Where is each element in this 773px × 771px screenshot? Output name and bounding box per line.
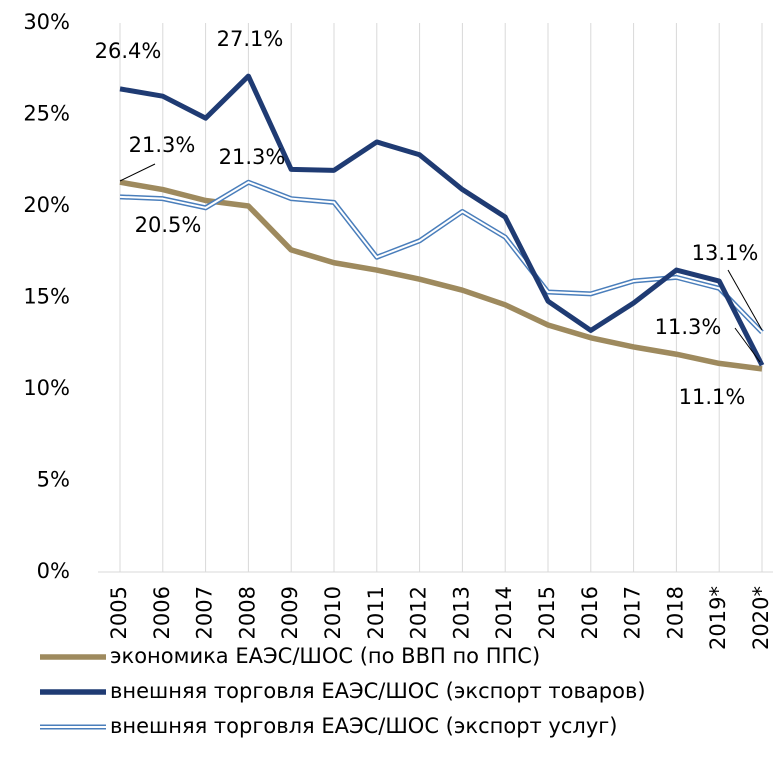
x-tick-label: 2019* bbox=[706, 586, 730, 650]
x-tick-label: 2018 bbox=[663, 586, 687, 639]
data-label: 21.3% bbox=[219, 145, 286, 169]
x-tick-label: 2014 bbox=[492, 586, 516, 639]
series-line bbox=[119, 179, 763, 372]
y-tick-label: 10% bbox=[23, 376, 70, 400]
x-tick-label: 2015 bbox=[535, 586, 559, 639]
leader-line bbox=[119, 163, 156, 182]
data-label: 13.1% bbox=[692, 241, 759, 265]
x-tick-label: 2017 bbox=[621, 586, 645, 639]
data-label: 21.3% bbox=[129, 133, 196, 157]
series-line bbox=[119, 73, 765, 367]
x-tick-label: 2005 bbox=[107, 586, 131, 639]
legend-label: внешняя торговля ЕАЭС/ШОС (экспорт товар… bbox=[110, 679, 646, 703]
series-line-inner bbox=[119, 181, 763, 333]
x-tick-label: 2016 bbox=[578, 586, 602, 639]
x-tick-label: 2010 bbox=[321, 586, 345, 639]
series-line bbox=[119, 179, 764, 335]
data-label: 11.3% bbox=[655, 315, 722, 339]
legend-label: внешняя торговля ЕАЭС/ШОС (экспорт услуг… bbox=[110, 714, 618, 738]
y-tick-label: 20% bbox=[23, 193, 70, 217]
y-tick-label: 5% bbox=[37, 468, 70, 492]
x-tick-label: 2009 bbox=[278, 586, 302, 639]
x-tick-label: 2006 bbox=[150, 586, 174, 639]
x-tick-label: 2007 bbox=[193, 586, 217, 639]
data-label: 26.4% bbox=[95, 39, 162, 63]
legend-label: экономика ЕАЭС/ШОС (по ВВП по ППС) bbox=[110, 644, 540, 668]
y-tick-label: 30% bbox=[23, 10, 70, 34]
x-tick-label: 2008 bbox=[235, 586, 259, 639]
data-label: 20.5% bbox=[135, 213, 202, 237]
leader-line bbox=[727, 269, 763, 331]
leader-line bbox=[734, 327, 761, 363]
data-label: 11.1% bbox=[679, 385, 746, 409]
y-tick-label: 0% bbox=[37, 559, 70, 583]
y-tick-label: 15% bbox=[23, 285, 70, 309]
x-tick-label: 2012 bbox=[407, 586, 431, 639]
x-tick-label: 2011 bbox=[364, 586, 388, 639]
x-tick-label: 2013 bbox=[449, 586, 473, 639]
data-label: 27.1% bbox=[217, 27, 284, 51]
y-tick-label: 25% bbox=[23, 102, 70, 126]
x-tick-label: 2020* bbox=[749, 586, 773, 650]
